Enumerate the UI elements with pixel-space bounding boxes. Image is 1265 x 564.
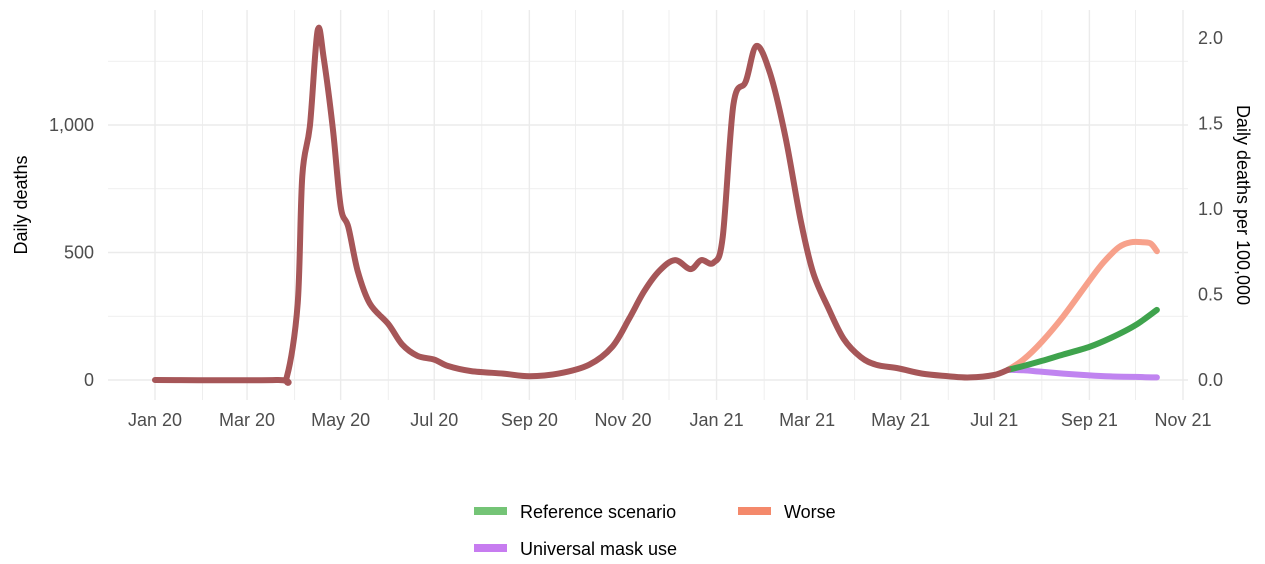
x-tick-label: Jan 20 [128,410,182,430]
x-tick-label: May 20 [311,410,370,430]
legend-swatch [474,544,507,552]
series-line-universal-mask-use [1005,366,1160,381]
y-axis-title: Daily deaths [11,155,31,254]
legend-swatch [474,507,507,515]
legend: Reference scenario Worse Universal mask us… [474,502,836,559]
series-line-reference-scenario [1005,306,1160,373]
x-tick-label: May 21 [871,410,930,430]
y2-tick-label: 1.0 [1198,199,1223,219]
x-tick-label: Mar 20 [219,410,275,430]
series-layer [152,24,1160,386]
legend-swatch [738,507,771,515]
y2-tick-label: 0.0 [1198,370,1223,390]
y-tick-label: 500 [64,243,94,263]
y2-axis-ticks: 0.0 0.5 1.0 1.5 2.0 [1198,28,1223,390]
x-tick-label: Mar 21 [779,410,835,430]
y-axis-ticks: 0 500 1,000 [49,115,94,390]
x-tick-label: Jan 21 [690,410,744,430]
y2-tick-label: 1.5 [1198,114,1223,134]
legend-label: Worse [784,502,836,522]
legend-label: Universal mask use [520,539,677,559]
series-line-worse [1005,238,1160,373]
grid [108,10,1188,400]
x-tick-label: Sep 20 [501,410,558,430]
x-axis-ticks: Jan 20 Mar 20 May 20 Jul 20 Sep 20 Nov 20 Jan … [128,410,1212,430]
x-tick-label: Sep 21 [1061,410,1118,430]
series-line-observed [152,24,1012,386]
x-tick-label: Nov 20 [594,410,651,430]
y-tick-label: 0 [84,370,94,390]
y2-axis-title: Daily deaths per 100,000 [1233,105,1253,305]
y-tick-label: 1,000 [49,115,94,135]
x-tick-label: Jul 20 [410,410,458,430]
x-tick-label: Nov 21 [1154,410,1211,430]
y2-tick-label: 2.0 [1198,28,1223,48]
x-tick-label: Jul 21 [970,410,1018,430]
y2-tick-label: 0.5 [1198,285,1223,305]
legend-label: Reference scenario [520,502,676,522]
